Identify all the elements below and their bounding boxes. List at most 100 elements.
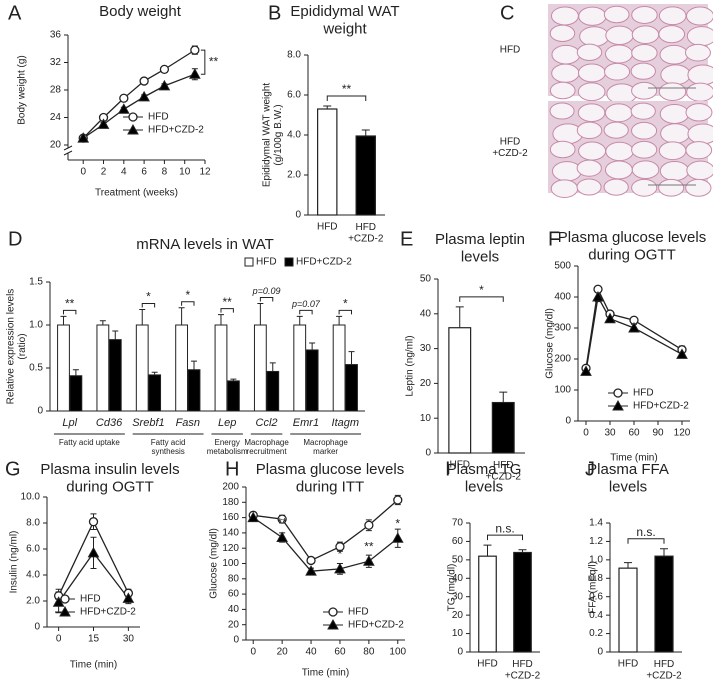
adipocyte <box>550 6 579 26</box>
y-axis-label: Relative expression levels(ratio) <box>5 289 28 405</box>
bar <box>491 401 515 454</box>
y-tick-label: 32 <box>50 57 62 68</box>
x-tick-label: 40 <box>305 647 317 658</box>
data-point <box>306 555 316 566</box>
y-tick-label: 10 <box>420 413 432 424</box>
error-bar <box>483 544 492 557</box>
chart-title: Plasma TG levels <box>447 461 522 495</box>
y-tick-label: 1.4 <box>589 518 603 529</box>
adipocyte <box>576 121 603 140</box>
error-bar <box>72 369 79 376</box>
panel-letter: H <box>225 458 239 480</box>
y-tick-label: 20 <box>452 610 464 621</box>
panel-letter: G <box>5 458 21 480</box>
legend-swatch <box>284 257 294 267</box>
adipocyte <box>631 25 660 44</box>
y-tick-label: 40 <box>452 573 464 584</box>
y-tick-label: 140 <box>222 528 239 539</box>
x-axis-label: Time (min) <box>302 668 349 679</box>
y-tick-label: 50 <box>452 554 464 565</box>
significance-label: p=0.07 <box>291 299 321 309</box>
error-bar <box>217 314 224 325</box>
data-point <box>139 76 149 86</box>
significance-bracket <box>459 296 504 302</box>
adipocyte <box>576 43 603 61</box>
legend-label: HFD+CZD-2 <box>80 607 136 618</box>
y-tick-label: 28 <box>50 85 62 96</box>
y-tick-label: 400 <box>554 292 571 303</box>
bar <box>214 324 228 412</box>
y-tick-label: 30 <box>452 591 464 602</box>
panel-letter: D <box>8 228 22 250</box>
y-axis-label: FFA (mEq/l) <box>588 561 599 614</box>
x-tick-label: HFD <box>477 659 498 670</box>
adipocyte <box>630 102 656 120</box>
y-tick-label: 6.0 <box>287 90 301 101</box>
data-point <box>77 132 90 143</box>
y-tick-label: 0.4 <box>589 610 603 621</box>
legend-label: HFD+CZD-2 <box>148 125 204 136</box>
data-point <box>676 348 688 359</box>
error-bar <box>361 129 370 136</box>
y-tick-label: 200 <box>222 482 239 493</box>
bar <box>96 324 110 412</box>
bar <box>57 324 70 412</box>
significance-label: * <box>343 297 348 311</box>
legend-marker <box>613 388 623 398</box>
x-tick-label: 60 <box>628 428 640 439</box>
x-tick-label: HFD <box>317 222 338 233</box>
adipocyte <box>604 44 633 64</box>
data-point <box>592 290 604 302</box>
adipocyte <box>604 62 631 81</box>
adipocyte <box>577 82 606 102</box>
y-tick-label: 1.0 <box>29 320 43 331</box>
series-line <box>585 295 683 372</box>
image-label: HFD +CZD-2 <box>492 136 528 159</box>
series-line <box>82 49 196 139</box>
adipocyte <box>686 160 713 181</box>
group-label: Macrophage recruitment <box>244 438 289 456</box>
y-tick-label: 500 <box>554 261 571 272</box>
y-tick-label: 30 <box>420 343 432 354</box>
y-tick-label: 70 <box>452 518 464 529</box>
axis-break <box>63 150 73 156</box>
adipocyte <box>551 44 581 65</box>
bar <box>135 324 149 412</box>
y-tick-label: 0.5 <box>29 363 43 374</box>
group-label: Fatty acid uptake <box>59 438 120 447</box>
y-tick-label: 0 <box>425 448 431 459</box>
y-tick-label: 40 <box>228 604 240 615</box>
adipocyte <box>660 64 691 86</box>
x-tick-label: HFD +CZD-2 <box>646 659 682 682</box>
adipocyte <box>687 123 713 145</box>
adipocyte <box>605 25 634 46</box>
error-bar <box>348 351 355 365</box>
y-tick-label: 60 <box>228 589 240 600</box>
legend-label: HFD+CZD-2 <box>348 620 404 631</box>
data-point <box>276 531 288 542</box>
adipocyte <box>687 64 713 86</box>
y-tick-label: 8.0 <box>26 518 40 529</box>
y-tick-label: 4.0 <box>287 130 301 141</box>
legend-label: HFD <box>348 607 369 618</box>
legend-marker <box>128 112 138 122</box>
x-tick-label: 120 <box>674 428 691 439</box>
point-label: ** <box>364 539 374 553</box>
significance-label: * <box>479 283 484 297</box>
y-tick-label: 2.0 <box>287 170 301 181</box>
y-axis-label: TG (mg/dl) <box>447 564 458 612</box>
adipocyte <box>686 6 713 26</box>
data-point <box>334 562 346 574</box>
legend-label: HFD <box>633 388 654 399</box>
data-point <box>97 118 110 129</box>
y-tick-label: 2.0 <box>26 596 40 607</box>
adipocyte <box>576 178 602 196</box>
adipocyte <box>578 141 607 161</box>
significance-label: ** <box>65 297 75 311</box>
adipocyte <box>658 141 687 161</box>
x-tick-label: 80 <box>363 647 375 658</box>
data-point <box>138 90 150 102</box>
data-point <box>305 565 317 576</box>
y-axis-label: Glucose (mg/dl) <box>209 528 220 599</box>
